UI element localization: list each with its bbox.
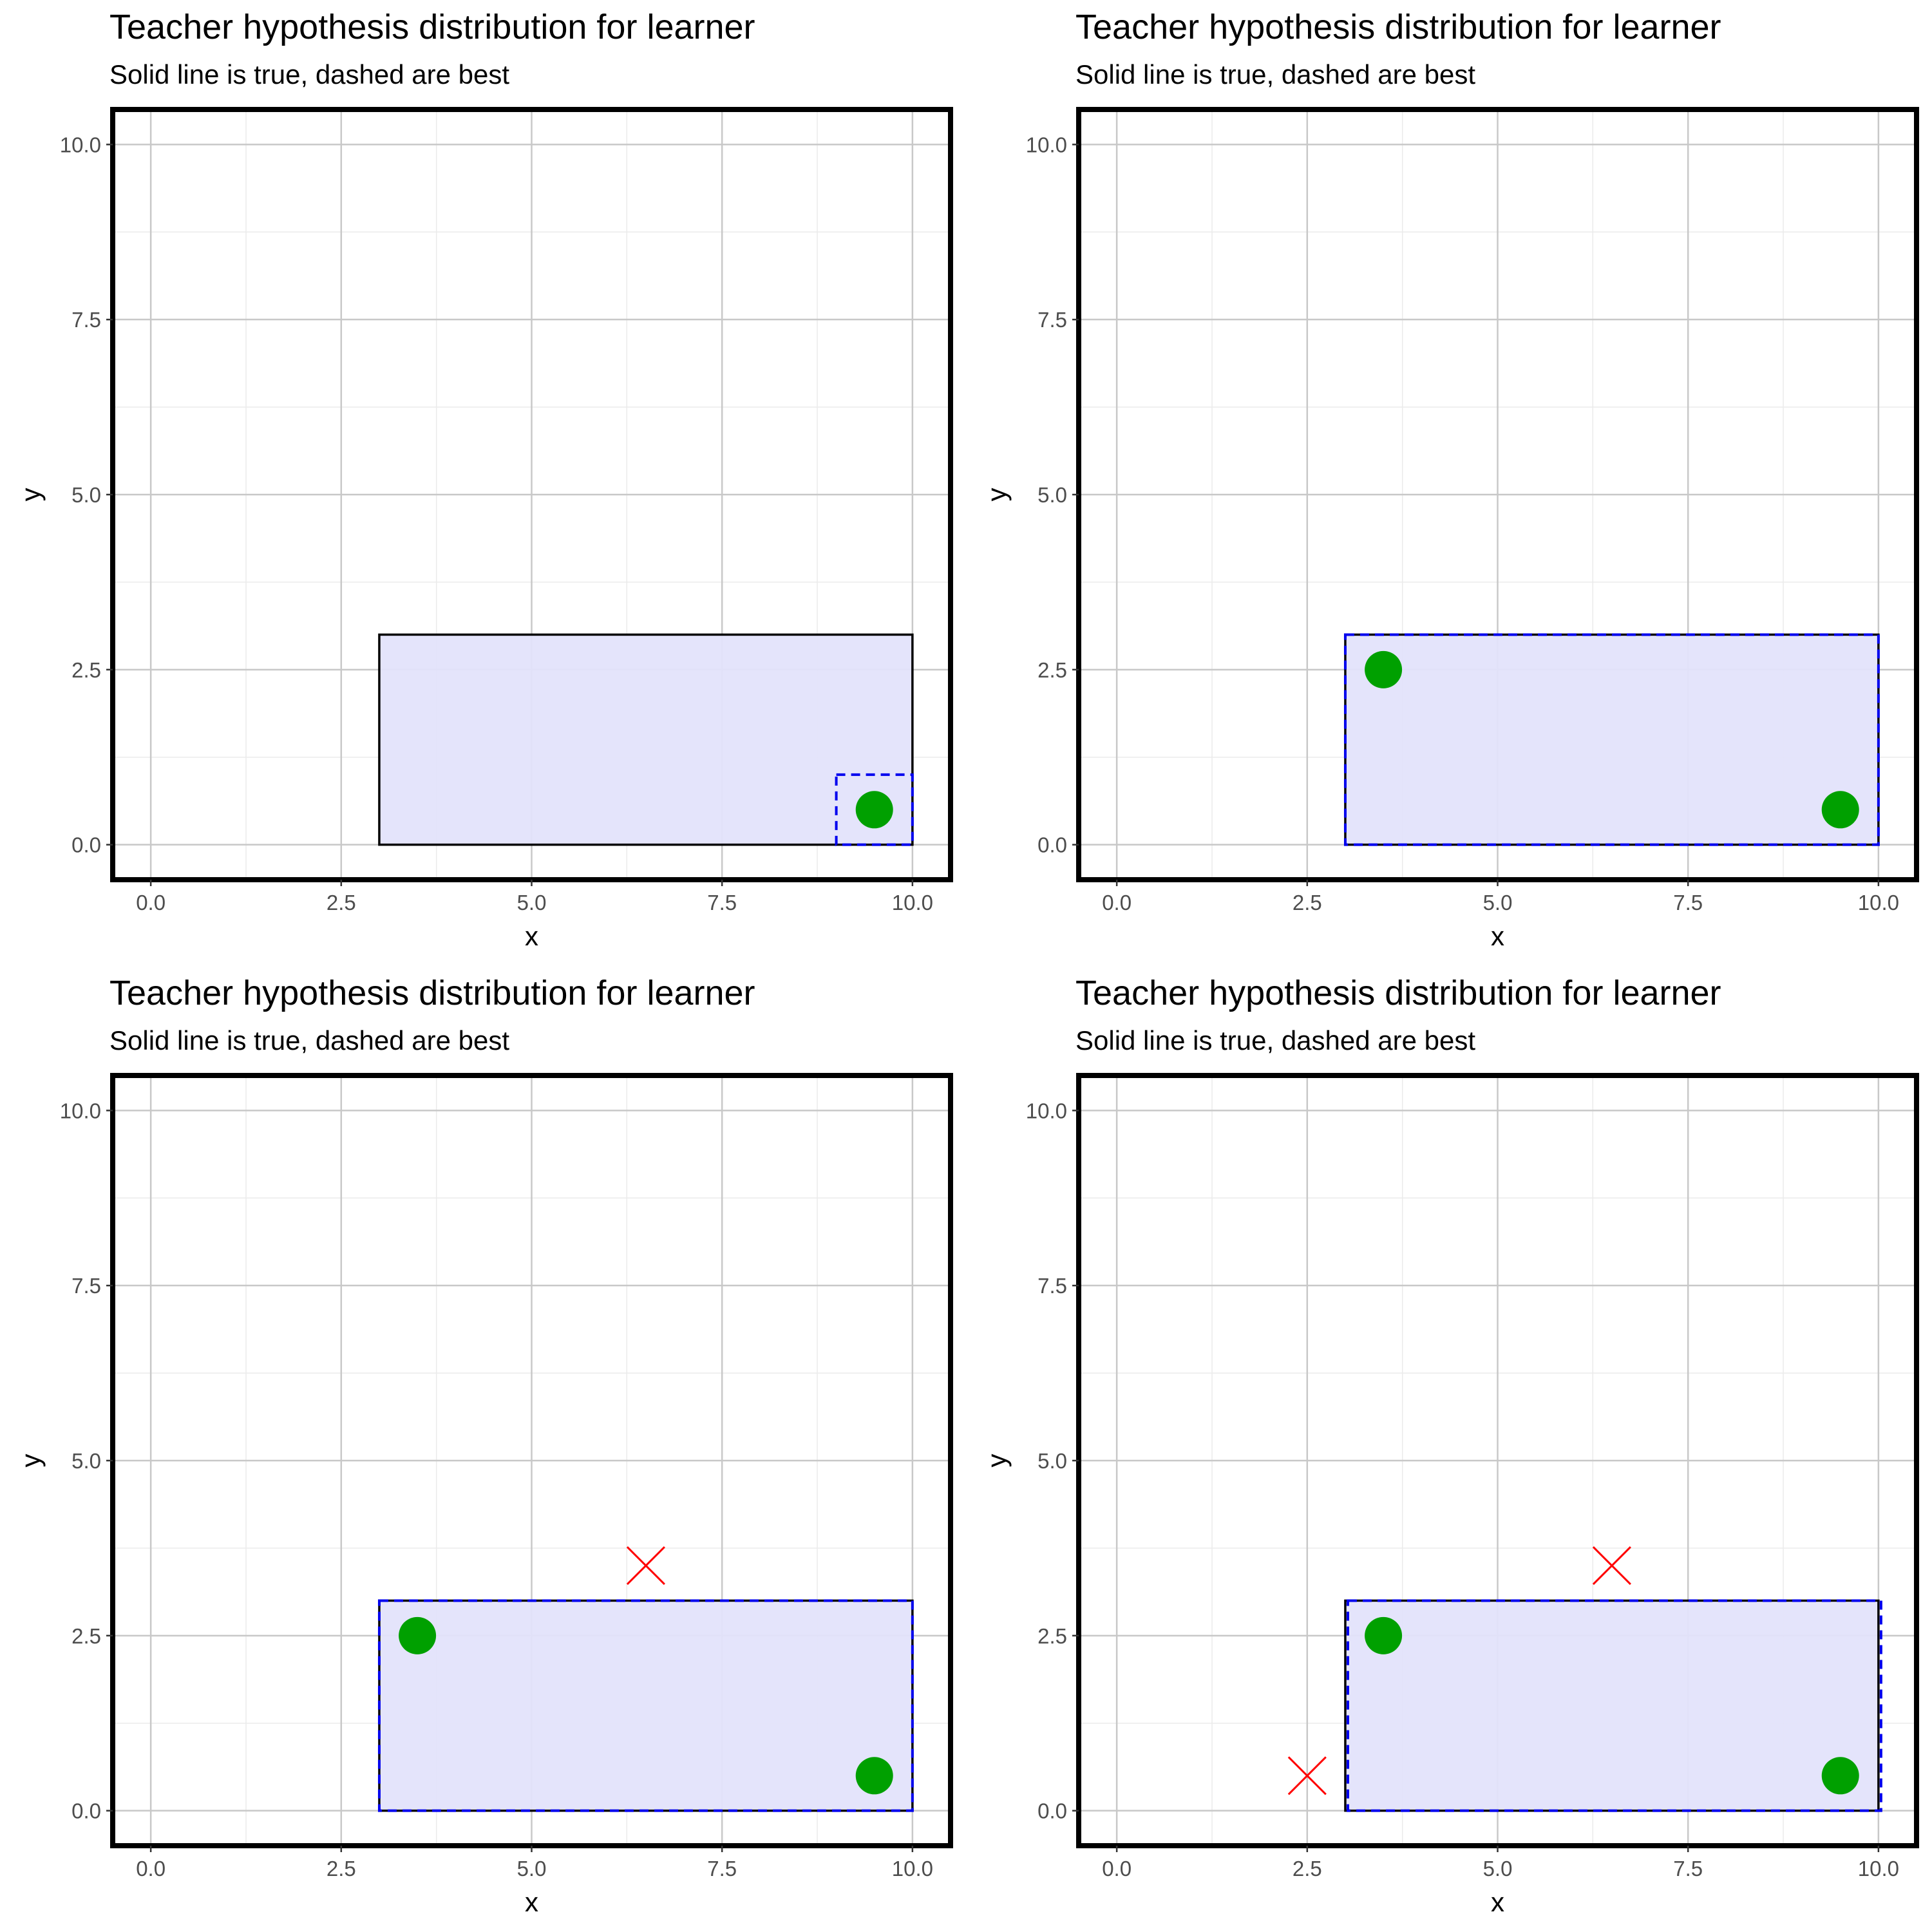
chart-subtitle: Solid line is true, dashed are best [1075, 1025, 1475, 1056]
negative-point [1287, 1756, 1327, 1795]
chart-title: Teacher hypothesis distribution for lear… [109, 8, 755, 46]
x-tick-label: 5.0 [1483, 1857, 1513, 1880]
y-tick-label: 5.0 [71, 1449, 101, 1473]
true-rectangle [378, 1599, 914, 1812]
chart-panel-1: Teacher hypothesis distribution for lear… [0, 0, 966, 966]
y-axis-label: y [981, 488, 1012, 502]
y-axis-label: y [981, 1454, 1012, 1468]
chart-subtitle: Solid line is true, dashed are best [1075, 59, 1475, 90]
best-rectangle [377, 1599, 914, 1812]
true-rectangle [1344, 1599, 1880, 1812]
x-tick-label: 5.0 [1483, 891, 1513, 914]
x-tick-label: 7.5 [707, 891, 737, 914]
chart-title: Teacher hypothesis distribution for lear… [1075, 974, 1721, 1012]
y-tick-label: 2.5 [1037, 658, 1067, 682]
x-tick-label: 5.0 [517, 891, 547, 914]
chart-title: Teacher hypothesis distribution for lear… [109, 974, 755, 1012]
x-axis-label: x [1491, 921, 1504, 951]
x-tick-label: 7.5 [1673, 1857, 1703, 1880]
y-tick-label: 0.0 [1037, 833, 1067, 857]
x-tick-label: 7.5 [707, 1857, 737, 1880]
negative-point-stroke [626, 1546, 665, 1586]
y-tick-label: 0.0 [71, 833, 101, 857]
chart-subtitle: Solid line is true, dashed are best [109, 59, 509, 90]
x-tick-label: 5.0 [517, 1857, 547, 1880]
y-tick-label: 7.5 [71, 1274, 101, 1298]
x-tick-label: 2.5 [327, 891, 356, 914]
y-tick-label: 10.0 [1026, 133, 1067, 156]
x-tick-label: 0.0 [1102, 1857, 1132, 1880]
x-axis-label: x [1491, 1887, 1504, 1917]
y-tick-label: 5.0 [71, 483, 101, 507]
x-axis-label: x [525, 1887, 538, 1917]
best-rectangle [835, 773, 914, 846]
y-tick-label: 7.5 [71, 308, 101, 332]
x-tick-label: 7.5 [1673, 891, 1703, 914]
y-tick-label: 10.0 [60, 133, 101, 156]
x-tick-label: 10.0 [892, 891, 933, 914]
chart-svg: Teacher hypothesis distribution for lear… [15, 974, 953, 1917]
x-tick-label: 2.5 [1293, 1857, 1322, 1880]
best-rectangle [1346, 1599, 1882, 1812]
chart-svg: Teacher hypothesis distribution for lear… [15, 8, 953, 951]
negative-point-stroke [1287, 1756, 1327, 1795]
positive-point [1821, 1757, 1859, 1795]
x-tick-label: 10.0 [1858, 1857, 1899, 1880]
x-axis-label: x [525, 921, 538, 951]
positive-point [1365, 650, 1403, 688]
true-rectangle [1344, 633, 1880, 846]
positive-point [1365, 1616, 1403, 1654]
chart-panel-2: Teacher hypothesis distribution for lear… [966, 0, 1932, 966]
chart-svg: Teacher hypothesis distribution for lear… [981, 8, 1919, 951]
x-tick-label: 0.0 [1102, 891, 1132, 914]
negative-point [626, 1546, 665, 1586]
y-tick-label: 7.5 [1037, 1274, 1067, 1298]
true-rectangle [378, 633, 914, 846]
y-tick-label: 10.0 [60, 1099, 101, 1122]
y-axis-label: y [15, 488, 46, 502]
y-tick-label: 10.0 [1026, 1099, 1067, 1122]
y-axis-label: y [15, 1454, 46, 1468]
chart-panel-3: Teacher hypothesis distribution for lear… [0, 966, 966, 1932]
x-tick-label: 0.0 [136, 891, 166, 914]
y-tick-label: 0.0 [1037, 1799, 1067, 1823]
x-tick-label: 0.0 [136, 1857, 166, 1880]
y-tick-label: 2.5 [71, 1624, 101, 1648]
positive-point [855, 791, 893, 829]
chart-title: Teacher hypothesis distribution for lear… [1075, 8, 1721, 46]
negative-point [1592, 1546, 1631, 1586]
y-tick-label: 5.0 [1037, 483, 1067, 507]
x-tick-label: 2.5 [327, 1857, 356, 1880]
y-tick-label: 2.5 [71, 658, 101, 682]
x-tick-label: 10.0 [1858, 891, 1899, 914]
chart-subtitle: Solid line is true, dashed are best [109, 1025, 509, 1056]
y-tick-label: 7.5 [1037, 308, 1067, 332]
positive-point [855, 1757, 893, 1795]
chart-panel-4: Teacher hypothesis distribution for lear… [966, 966, 1932, 1932]
y-tick-label: 0.0 [71, 1799, 101, 1823]
negative-point-stroke [1592, 1546, 1631, 1586]
positive-point [399, 1616, 437, 1654]
y-tick-label: 5.0 [1037, 1449, 1067, 1473]
chart-svg: Teacher hypothesis distribution for lear… [981, 974, 1919, 1917]
positive-point [1821, 791, 1859, 829]
y-tick-label: 2.5 [1037, 1624, 1067, 1648]
x-tick-label: 2.5 [1293, 891, 1322, 914]
best-rectangle [1343, 633, 1880, 846]
x-tick-label: 10.0 [892, 1857, 933, 1880]
